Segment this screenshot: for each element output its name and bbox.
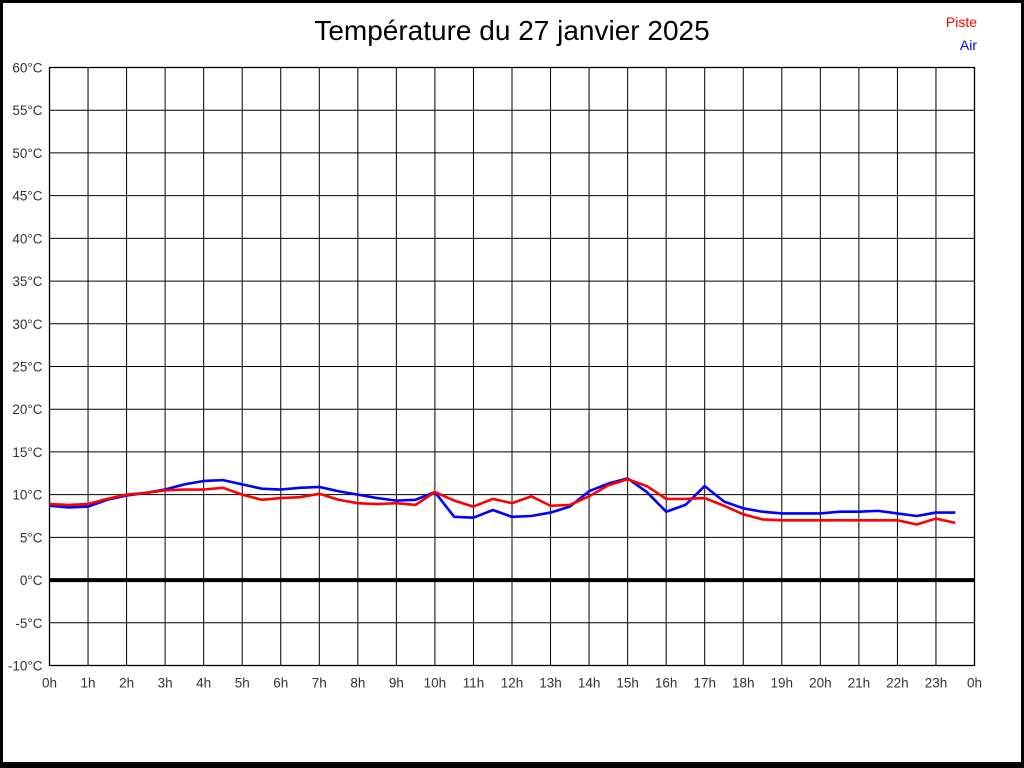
x-tick-label: 17h [693, 676, 716, 691]
x-tick-label: 15h [616, 676, 639, 691]
y-tick-label: 5°C [20, 530, 43, 545]
y-tick-label: 0°C [20, 573, 43, 588]
plot-frame [48, 66, 976, 667]
x-tick-label: 5h [235, 676, 250, 691]
y-tick-label: 15°C [12, 445, 42, 460]
y-tick-label: 40°C [12, 231, 42, 246]
y-tick-label: 55°C [12, 103, 42, 118]
x-tick-label: 1h [81, 676, 96, 691]
x-tick-label: 16h [655, 676, 678, 691]
x-tick-label: 11h [463, 676, 485, 691]
y-tick-label: 35°C [12, 274, 42, 289]
y-tick-label: 60°C [12, 61, 42, 76]
y-tick-label: 20°C [12, 402, 42, 417]
x-tick-label: 18h [732, 676, 755, 691]
x-tick-label: 4h [196, 676, 211, 691]
y-tick-label: 25°C [12, 360, 42, 375]
x-tick-label: 21h [848, 676, 871, 691]
x-tick-label: 10h [424, 676, 447, 691]
y-tick-label: -5°C [15, 616, 42, 631]
x-tick-label: 0h [967, 676, 982, 691]
x-tick-label: 14h [578, 676, 601, 691]
x-tick-label: 8h [350, 676, 365, 691]
x-tick-label: 22h [886, 676, 909, 691]
chart-title: Température du 27 janvier 2025 [314, 15, 710, 46]
y-tick-label: 45°C [12, 189, 42, 204]
x-tick-label: 7h [312, 676, 327, 691]
x-tick-label: 9h [389, 676, 404, 691]
legend-item-air: Air [959, 37, 977, 53]
x-tick-label: 23h [925, 676, 948, 691]
x-tick-label: 13h [539, 676, 562, 691]
x-tick-label: 20h [809, 676, 832, 691]
x-tick-label: 2h [119, 676, 134, 691]
chart-legend: Piste Air [946, 11, 977, 57]
x-tick-label: 12h [501, 676, 524, 691]
series-piste-line [49, 477, 956, 526]
x-tick-label: 6h [273, 676, 288, 691]
y-tick-label: 50°C [12, 146, 42, 161]
y-tick-label: -10°C [8, 659, 43, 674]
y-tick-label: 30°C [12, 317, 42, 332]
y-tick-label: 10°C [12, 488, 42, 503]
x-tick-label: 0h [42, 676, 57, 691]
temperature-line-chart: 60°C 55°C 50°C 45°C 40°C 35°C 30°C 25°C 20°C 15°C… [8, 61, 982, 691]
series-air-line [49, 477, 956, 520]
legend-item-piste: Piste [945, 14, 977, 30]
x-tick-label: 19h [771, 676, 794, 691]
x-tick-label: 3h [158, 676, 173, 691]
